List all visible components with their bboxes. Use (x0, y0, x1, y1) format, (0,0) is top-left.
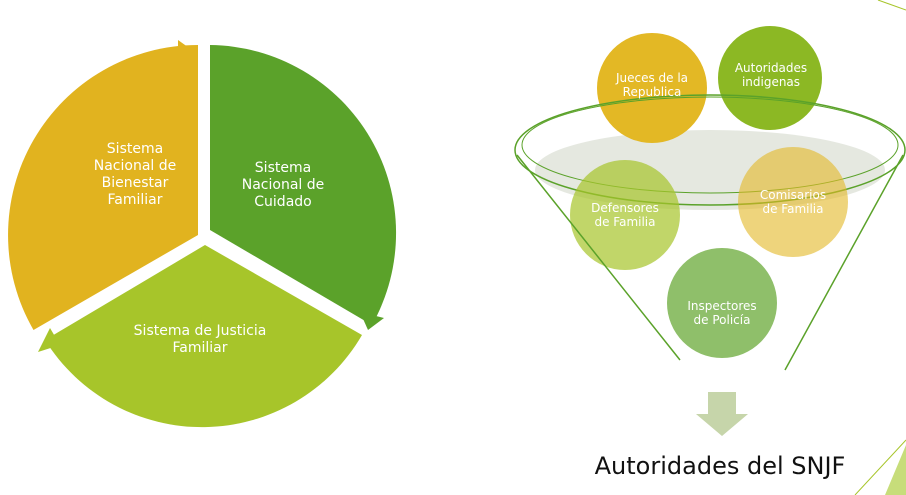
segment-label: Sistema Nacional de Cuidado (241, 159, 325, 210)
circle (718, 26, 822, 130)
decor-line (854, 0, 906, 495)
circle-label: Autoridades indigenas (734, 61, 808, 89)
segment-green (210, 45, 397, 325)
circle-label: Defensores de Familia (591, 201, 659, 229)
segment-label: Sistema Nacional de Bienestar Familiar (93, 141, 177, 208)
segment-lightgreen (45, 245, 362, 428)
funnel-rim (521, 96, 899, 194)
segment-label: Sistema de Justicia Familiar (133, 323, 267, 356)
circle-label: Comisarios de Familia (759, 188, 827, 216)
circle-label: Inspectores de Policía (687, 299, 757, 327)
circle (570, 160, 680, 270)
funnel (514, 0, 906, 495)
arrow-tip (38, 328, 60, 352)
down-arrow (696, 392, 748, 436)
circle-label: Jueces de la Republica (615, 71, 689, 99)
segment-yellow (8, 45, 198, 330)
funnel-rim (514, 94, 906, 206)
decor-shape (885, 445, 906, 495)
cycle (8, 40, 397, 428)
circle (738, 147, 848, 257)
result-label: Autoridades del SNJF (594, 452, 846, 480)
arrow-tip (178, 40, 192, 62)
circle (667, 248, 777, 358)
funnel-side (516, 154, 904, 371)
arrow-tip (360, 312, 384, 330)
circle (597, 33, 707, 143)
